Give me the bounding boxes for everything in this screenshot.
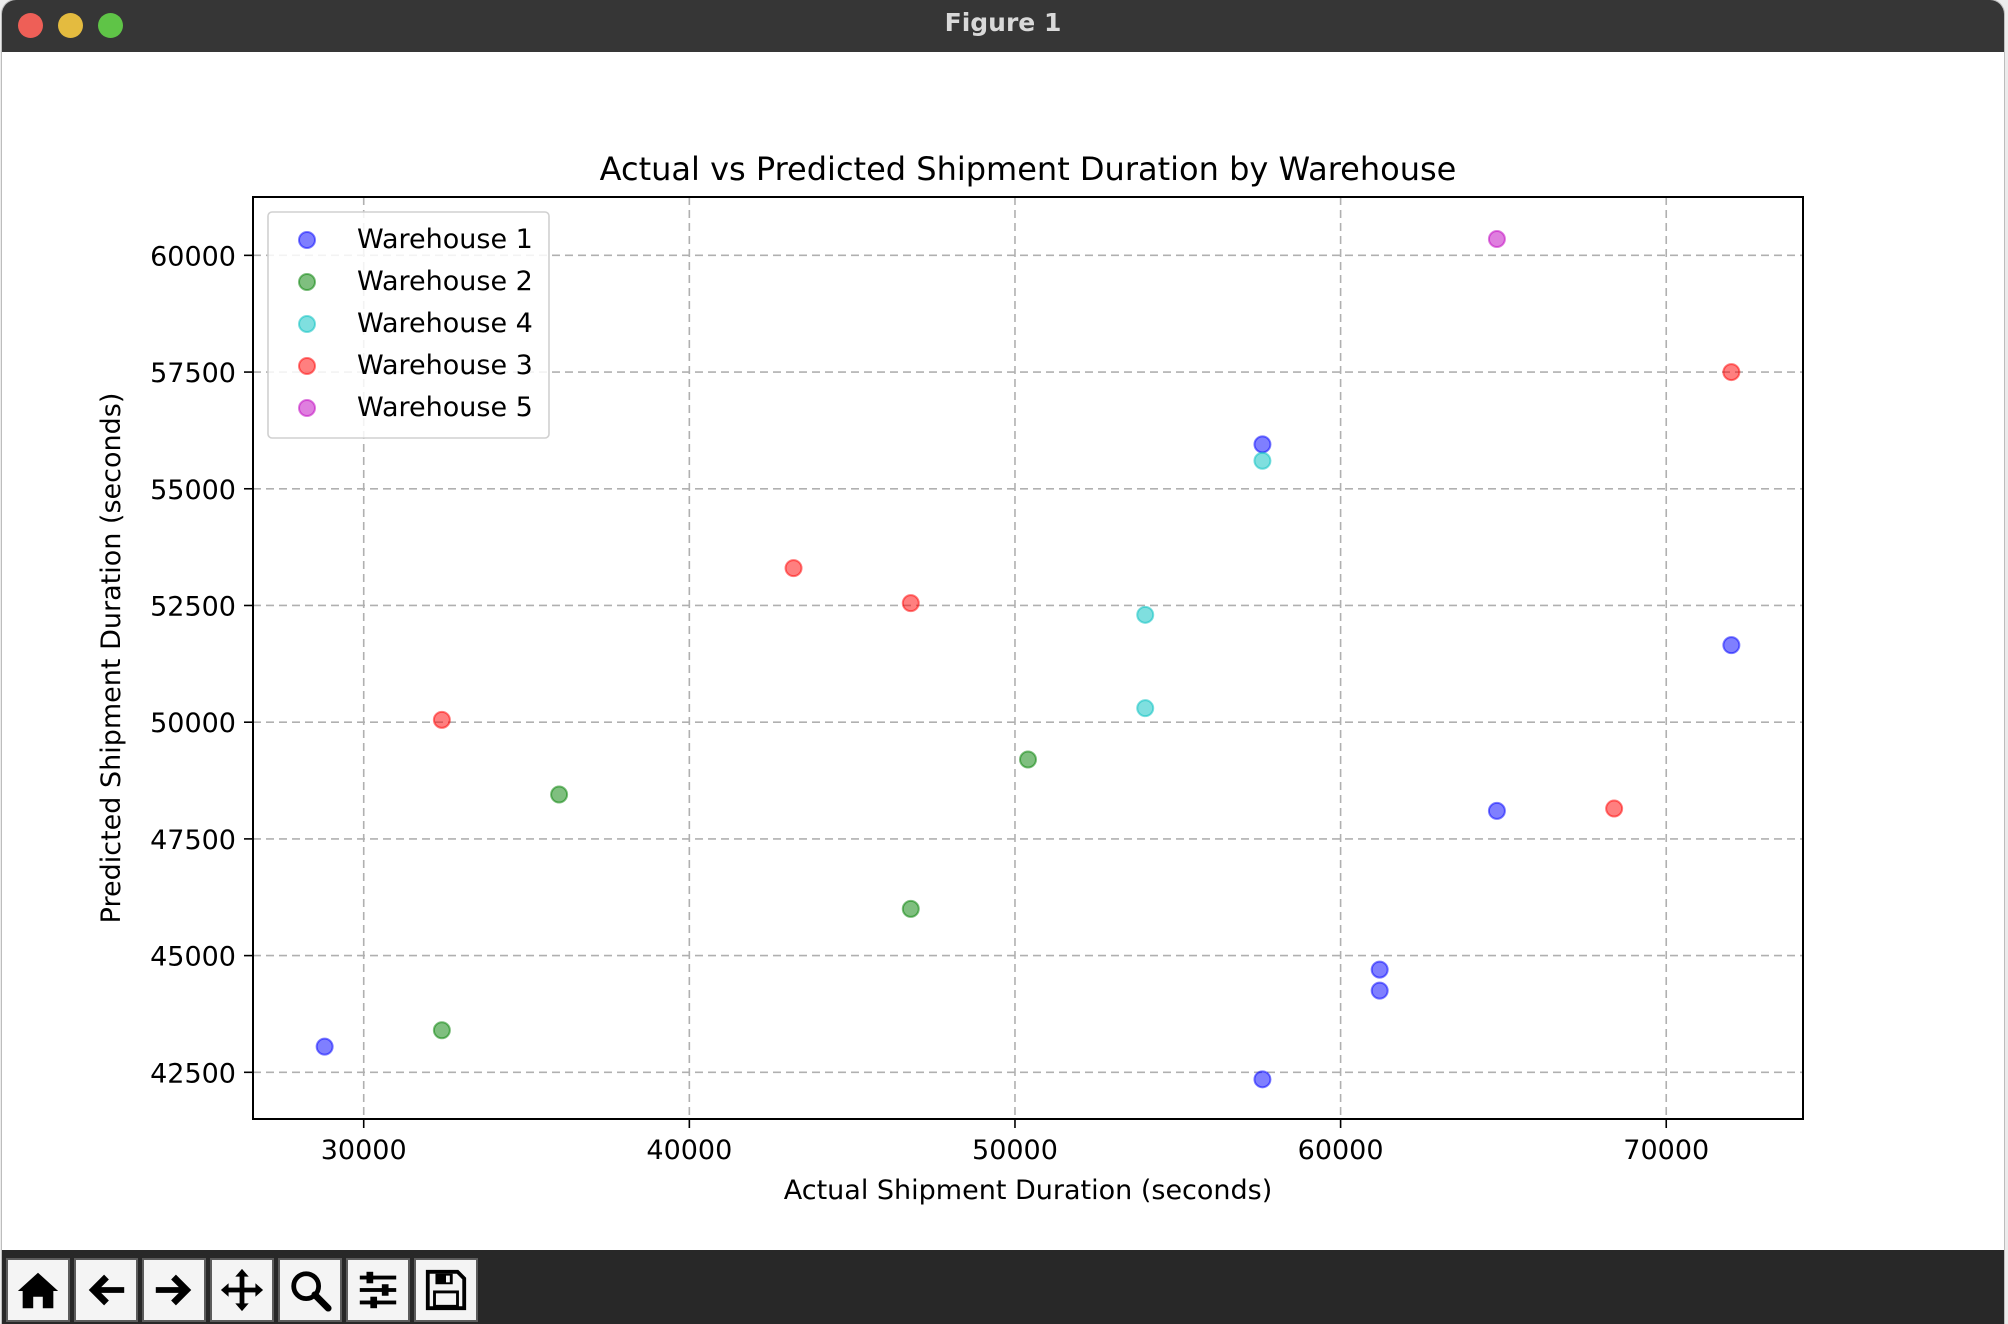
data-point bbox=[1136, 605, 1155, 624]
close-window-button[interactable] bbox=[18, 13, 43, 38]
chart-title: Actual vs Predicted Shipment Duration by… bbox=[600, 150, 1457, 188]
data-point bbox=[1722, 636, 1741, 655]
minimize-window-button[interactable] bbox=[58, 13, 83, 38]
x-tick-label: 50000 bbox=[972, 1135, 1058, 1166]
sliders-icon bbox=[359, 1271, 397, 1309]
x-tick-label: 70000 bbox=[1623, 1135, 1709, 1166]
data-point bbox=[1487, 801, 1506, 820]
y-axis-label: Predicted Shipment Duration (seconds) bbox=[96, 393, 127, 924]
y-tick-label: 52500 bbox=[150, 591, 236, 622]
data-points bbox=[315, 230, 1741, 1089]
axis-ticks: 30000 40000 50000 60000 70000 42500 45000 47500… bbox=[150, 241, 1709, 1166]
legend-label: Warehouse 1 bbox=[357, 224, 533, 255]
legend-label: Warehouse 3 bbox=[357, 350, 533, 381]
data-point bbox=[1605, 799, 1624, 818]
data-point bbox=[901, 899, 920, 918]
data-point bbox=[1370, 960, 1389, 979]
window-title: Figure 1 bbox=[944, 8, 1062, 37]
legend-marker bbox=[298, 399, 316, 417]
magnifier-icon bbox=[291, 1271, 332, 1312]
data-point bbox=[1136, 699, 1155, 718]
scatter-chart: 30000 40000 50000 60000 70000 42500 45000 47500… bbox=[96, 150, 1804, 1206]
y-tick-label: 47500 bbox=[150, 825, 236, 856]
data-point bbox=[432, 1021, 451, 1040]
x-tick-label: 60000 bbox=[1298, 1135, 1384, 1166]
arrow-left-icon bbox=[88, 1274, 125, 1306]
data-point bbox=[784, 559, 803, 578]
data-point bbox=[1253, 451, 1272, 470]
data-point bbox=[1487, 230, 1506, 249]
y-tick-label: 55000 bbox=[150, 475, 236, 506]
x-tick-label: 30000 bbox=[321, 1135, 407, 1166]
legend-label: Warehouse 5 bbox=[357, 392, 533, 423]
x-tick-label: 40000 bbox=[646, 1135, 732, 1166]
navigation-toolbar bbox=[2, 1250, 2004, 1324]
legend-marker bbox=[298, 231, 316, 249]
legend-label: Warehouse 4 bbox=[357, 308, 533, 339]
legend-box bbox=[267, 211, 550, 439]
data-point bbox=[550, 785, 569, 804]
data-point bbox=[901, 594, 920, 613]
home-button[interactable] bbox=[6, 1258, 70, 1322]
y-tick-label: 60000 bbox=[150, 241, 236, 272]
grid bbox=[253, 197, 1803, 1119]
y-tick-label: 57500 bbox=[150, 358, 236, 389]
legend-label: Warehouse 2 bbox=[357, 266, 533, 297]
save-button[interactable] bbox=[414, 1258, 478, 1322]
data-point bbox=[1019, 750, 1037, 769]
forward-button[interactable] bbox=[142, 1258, 206, 1322]
legend-marker bbox=[298, 357, 316, 375]
y-tick-label: 45000 bbox=[150, 942, 236, 973]
figure-canvas[interactable]: 30000 40000 50000 60000 70000 42500 45000 47500… bbox=[2, 52, 2004, 1250]
y-tick-label: 50000 bbox=[150, 708, 236, 739]
legend: Warehouse 1 Warehouse 2 Warehouse 4 Warehou… bbox=[267, 211, 550, 439]
data-point bbox=[1722, 363, 1741, 382]
axes-frame bbox=[252, 196, 1804, 1120]
data-point bbox=[1253, 435, 1272, 454]
maximize-window-button[interactable] bbox=[98, 13, 123, 38]
legend-marker bbox=[298, 273, 316, 291]
data-point bbox=[1370, 981, 1389, 1000]
y-tick-label: 42500 bbox=[150, 1058, 236, 1089]
title-bar[interactable]: Figure 1 bbox=[2, 0, 2004, 53]
home-icon bbox=[17, 1272, 59, 1309]
pan-button[interactable] bbox=[210, 1258, 274, 1322]
arrow-right-icon bbox=[155, 1274, 192, 1306]
configure-subplots-button[interactable] bbox=[346, 1258, 410, 1322]
legend-marker bbox=[298, 315, 316, 333]
data-point bbox=[432, 710, 451, 729]
x-axis-label: Actual Shipment Duration (seconds) bbox=[784, 1175, 1273, 1206]
data-point bbox=[315, 1037, 334, 1056]
data-point bbox=[1253, 1070, 1272, 1089]
back-button[interactable] bbox=[74, 1258, 138, 1322]
floppy-disk-icon bbox=[425, 1269, 467, 1311]
move-icon bbox=[220, 1268, 264, 1312]
zoom-button[interactable] bbox=[278, 1258, 342, 1322]
